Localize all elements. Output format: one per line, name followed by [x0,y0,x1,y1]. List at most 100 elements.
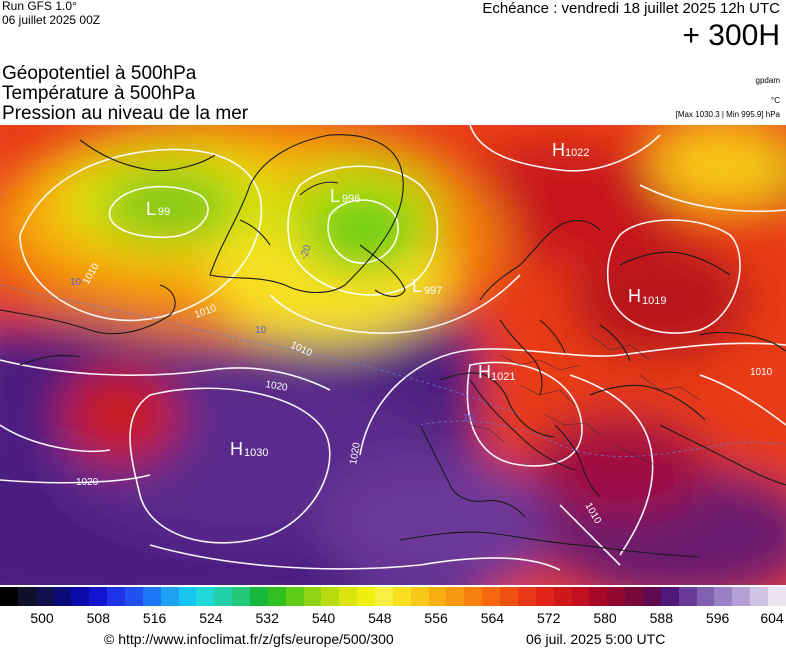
valid-time: Echéance : vendredi 18 juillet 2025 12h … [482,0,780,17]
colorbar-tick-label: 516 [142,610,167,626]
svg-text:1030: 1030 [244,447,268,459]
colorbar-swatch [285,587,304,606]
svg-text:1019: 1019 [642,295,666,307]
pressure-range: [Max 1030.3 | Min 995.9] hPa [675,110,780,119]
colorbar-swatch [589,587,608,606]
colorbar-tick-label: 540 [311,610,336,626]
svg-text:H: H [478,362,491,382]
pressure-center-high-1022: H 1022 [552,140,589,160]
isobar-label: 1020 [264,379,288,394]
temperature-label: -20 [298,243,313,261]
pressure-center-low-99: L 99 [146,199,170,219]
coastlines [0,134,786,558]
svg-text:L: L [412,276,422,296]
unit-temperature: °C [771,96,780,105]
svg-text:99: 99 [158,206,170,218]
colorbar-swatch [732,587,751,606]
colorbar-tick-label: 596 [705,610,730,626]
colorbar-tick-label: 604 [760,610,784,626]
svg-text:H: H [552,140,565,160]
colorbar-swatch [767,587,786,606]
colorbar-swatch [357,587,376,606]
colorbar-swatch [107,587,126,606]
colorbar-swatch [500,587,518,606]
svg-text:H: H [628,286,641,306]
unit-gpdam: gpdam [755,76,780,85]
colorbar-tick-label: 588 [649,610,673,626]
isobars [0,125,786,571]
colorbar-swatch [53,587,72,606]
pressure-center-labels: H 1022 L 996 L 99 L 997 H 1019 H 1021 [146,140,666,459]
svg-text:996: 996 [342,193,360,205]
colorbar-swatch [660,587,679,606]
colorbar-swatch [642,587,661,606]
colorbar-tick-label: 548 [368,610,392,626]
run-date: 06 juillet 2025 00Z [2,13,101,27]
colorbar-swatch [696,587,715,606]
generated-time: 06 juil. 2025 5:00 UTC [526,631,666,647]
colorbar-swatch [607,587,626,606]
weather-map: H 1022 L 996 L 99 L 997 H 1019 H 1021 [0,125,786,585]
colorbar-swatch [553,587,572,606]
lead-time: + 300H [682,19,780,52]
colorbar-swatch [35,587,54,606]
colorbar-swatch [321,587,340,606]
temperature-label: 10 [255,325,267,336]
colorbar-tick-label: 500 [30,610,54,626]
credit-link[interactable]: © http://www.infoclimat.fr/z/gfs/europe/… [104,631,394,647]
svg-text:H: H [230,439,243,459]
colorbar-swatch [375,587,393,606]
colorbar-swatch [410,587,429,606]
colorbar-swatch [714,587,733,606]
field-pressure: Pression au niveau de la mer [2,103,249,124]
colorbar-swatch [517,587,536,606]
colorbar-ticks: 500 508 516 524 532 540 548 556 564 572 580 588 596 6… [0,610,786,628]
pressure-center-high-1021: H 1021 [478,362,515,383]
pressure-center-low-996: L 996 [330,186,360,206]
isobar-label: 1020 [76,477,99,488]
borders [469,334,701,466]
isobar-label: 1020 [348,441,363,465]
pressure-center-high-1019: H 1019 [628,286,666,307]
isobar-label: 1010 [750,367,773,378]
colorbar-swatch [250,587,268,606]
pressure-center-high-1030: H 1030 [230,439,268,459]
colorbar-swatch [535,587,554,606]
pressure-center-low-997: L 997 [412,276,442,297]
colorbar-swatch [446,587,465,606]
colorbar-swatch [71,587,90,606]
run-title: Run GFS 1.0° [2,0,77,13]
colorbar-swatch [142,587,161,606]
colorbar-swatch [625,587,643,606]
colorbar-swatch [214,587,233,606]
colorbar-swatch [482,587,501,606]
colorbar-swatch [678,587,697,606]
temperature-isotherms [0,284,786,457]
svg-text:1021: 1021 [491,371,515,383]
colorbar-swatch [303,587,322,606]
temperature-label: 10 [70,277,82,288]
colorbar-swatch [125,587,143,606]
colorbar-swatch [392,587,411,606]
colorbar-tick-label: 564 [480,610,505,626]
geopotential-shading [0,125,786,585]
colorbar-tick-label: 532 [255,610,279,626]
colorbar-swatch [178,587,197,606]
svg-text:1022: 1022 [565,147,589,159]
colorbar-swatch [232,587,251,606]
colorbar-tick-label: 524 [199,610,223,626]
colorbar-swatch [17,587,36,606]
colorbar-tick-label: 580 [593,610,617,626]
colorbar-tick-label: 556 [424,610,448,626]
colorbar-swatch [160,587,179,606]
colorbar-swatch [339,587,358,606]
temperature-labels: 10 10 10 -20 [70,243,475,424]
colorbar [0,587,786,606]
field-temperature: Température à 500hPa [2,83,196,104]
colorbar-swatch [196,587,215,606]
svg-text:L: L [146,199,156,219]
field-geopotential: Géopotentiel à 500hPa [2,63,197,84]
temperature-label: 10 [463,413,475,424]
colorbar-swatch [750,587,768,606]
colorbar-swatch [267,587,286,606]
